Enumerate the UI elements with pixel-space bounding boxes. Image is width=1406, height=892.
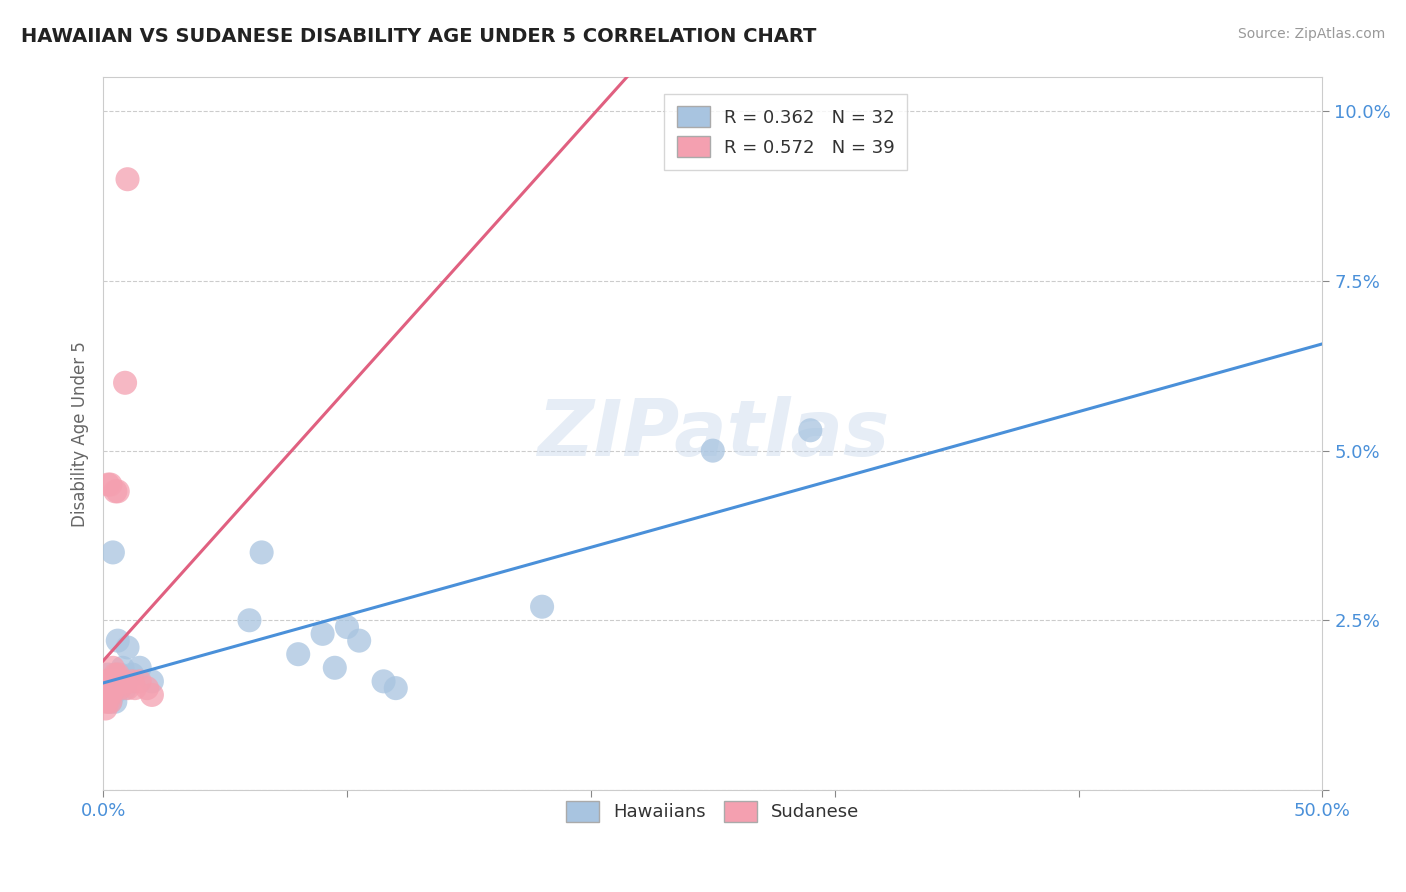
- Point: [384, 681, 406, 695]
- Point: [107, 667, 129, 681]
- Point: [97, 681, 120, 695]
- Point: [104, 695, 127, 709]
- Point: [94, 695, 117, 709]
- Point: [799, 423, 821, 437]
- Point: [287, 647, 309, 661]
- Point: [104, 667, 127, 681]
- Point: [117, 172, 139, 186]
- Point: [136, 681, 159, 695]
- Point: [128, 661, 150, 675]
- Point: [94, 674, 117, 689]
- Point: [100, 477, 122, 491]
- Point: [373, 674, 395, 689]
- Point: [114, 681, 136, 695]
- Y-axis label: Disability Age Under 5: Disability Age Under 5: [72, 341, 89, 526]
- Point: [121, 667, 143, 681]
- Point: [97, 477, 120, 491]
- Point: [114, 376, 136, 390]
- Point: [97, 674, 120, 689]
- Point: [108, 667, 131, 681]
- Point: [100, 695, 122, 709]
- Point: [100, 674, 122, 689]
- Point: [121, 674, 143, 689]
- Point: [107, 484, 129, 499]
- Point: [94, 688, 117, 702]
- Point: [128, 674, 150, 689]
- Point: [101, 674, 124, 689]
- Point: [117, 640, 139, 655]
- Point: [323, 661, 346, 675]
- Point: [311, 627, 333, 641]
- Point: [104, 681, 127, 695]
- Point: [141, 688, 163, 702]
- Point: [104, 681, 127, 695]
- Point: [124, 681, 146, 695]
- Point: [107, 674, 129, 689]
- Point: [101, 661, 124, 675]
- Point: [94, 674, 117, 689]
- Point: [97, 681, 120, 695]
- Point: [94, 701, 117, 715]
- Point: [94, 688, 117, 702]
- Text: HAWAIIAN VS SUDANESE DISABILITY AGE UNDER 5 CORRELATION CHART: HAWAIIAN VS SUDANESE DISABILITY AGE UNDE…: [21, 27, 817, 45]
- Point: [531, 599, 554, 614]
- Point: [100, 695, 122, 709]
- Point: [101, 674, 124, 689]
- Point: [702, 443, 724, 458]
- Point: [101, 688, 124, 702]
- Point: [336, 620, 359, 634]
- Point: [100, 674, 122, 689]
- Point: [100, 674, 122, 689]
- Point: [107, 633, 129, 648]
- Point: [107, 674, 129, 689]
- Point: [94, 681, 117, 695]
- Point: [141, 674, 163, 689]
- Point: [104, 484, 127, 499]
- Point: [108, 681, 131, 695]
- Point: [97, 695, 120, 709]
- Point: [250, 545, 273, 559]
- Point: [97, 674, 120, 689]
- Point: [101, 545, 124, 559]
- Point: [111, 674, 134, 689]
- Point: [100, 681, 122, 695]
- Point: [347, 633, 370, 648]
- Point: [108, 674, 131, 689]
- Point: [97, 667, 120, 681]
- Point: [94, 688, 117, 702]
- Legend: Hawaiians, Sudanese: Hawaiians, Sudanese: [554, 789, 872, 834]
- Point: [104, 674, 127, 689]
- Point: [97, 688, 120, 702]
- Point: [117, 681, 139, 695]
- Point: [111, 661, 134, 675]
- Point: [238, 613, 260, 627]
- Point: [100, 688, 122, 702]
- Text: ZIPatlas: ZIPatlas: [537, 396, 889, 472]
- Text: Source: ZipAtlas.com: Source: ZipAtlas.com: [1237, 27, 1385, 41]
- Point: [101, 681, 124, 695]
